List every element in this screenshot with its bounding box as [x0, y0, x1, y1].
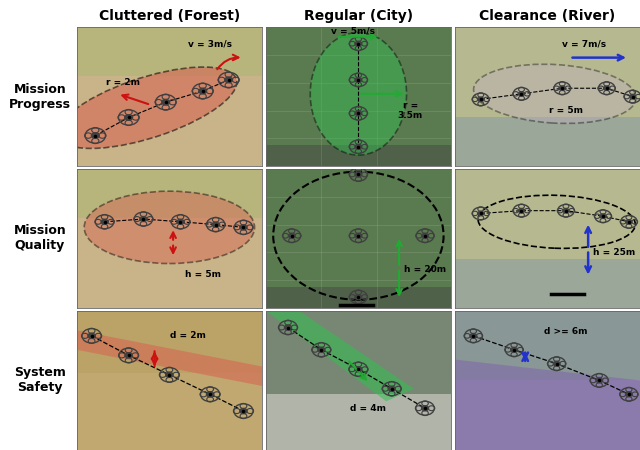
Circle shape [421, 405, 429, 411]
Text: r = 5m: r = 5m [549, 106, 583, 115]
Text: h = 5m: h = 5m [185, 270, 221, 279]
Circle shape [355, 110, 362, 116]
Circle shape [198, 88, 207, 94]
Bar [455, 311, 640, 380]
Text: d >= 6m: d >= 6m [544, 327, 588, 336]
Circle shape [553, 361, 561, 367]
Circle shape [355, 233, 362, 238]
Bar [455, 27, 640, 117]
Circle shape [124, 114, 133, 121]
Bar [266, 287, 451, 308]
Circle shape [355, 77, 362, 83]
Circle shape [100, 219, 109, 225]
Circle shape [469, 333, 477, 339]
Circle shape [562, 208, 570, 213]
Circle shape [161, 99, 170, 106]
Circle shape [211, 221, 220, 228]
Circle shape [284, 324, 292, 331]
Circle shape [355, 294, 362, 300]
Bar [455, 169, 640, 259]
Bar [77, 311, 262, 374]
Circle shape [421, 233, 429, 238]
Text: h = 20m: h = 20m [404, 265, 446, 274]
Circle shape [355, 144, 362, 150]
Text: Mission
Quality: Mission Quality [13, 225, 67, 252]
Circle shape [140, 216, 148, 222]
Text: v = 5m/s: v = 5m/s [331, 27, 374, 36]
Circle shape [239, 224, 248, 230]
Polygon shape [77, 330, 262, 386]
Circle shape [317, 346, 326, 353]
Bar [266, 311, 451, 394]
Text: Cluttered (Forest): Cluttered (Forest) [99, 9, 240, 22]
Circle shape [603, 86, 611, 91]
Circle shape [288, 233, 296, 238]
Circle shape [510, 347, 518, 353]
Circle shape [239, 408, 248, 414]
Text: System
Safety: System Safety [14, 366, 66, 394]
Bar [77, 218, 262, 308]
Circle shape [388, 386, 396, 392]
Bar [455, 259, 640, 308]
Circle shape [165, 372, 173, 378]
Text: Regular (City): Regular (City) [304, 9, 413, 22]
Circle shape [518, 208, 525, 213]
Circle shape [91, 132, 100, 139]
Polygon shape [455, 360, 640, 450]
Text: v = 3m/s: v = 3m/s [188, 39, 232, 48]
Circle shape [87, 333, 96, 339]
Circle shape [559, 86, 566, 91]
Circle shape [518, 91, 525, 97]
Ellipse shape [58, 67, 237, 148]
Circle shape [206, 391, 214, 398]
Circle shape [477, 97, 484, 102]
Text: r = 2m: r = 2m [106, 78, 140, 87]
Circle shape [625, 392, 633, 397]
Circle shape [477, 211, 484, 216]
Circle shape [354, 366, 363, 373]
Ellipse shape [474, 64, 636, 123]
Text: v = 7m/s: v = 7m/s [563, 39, 607, 48]
Circle shape [224, 76, 233, 83]
Bar [77, 169, 262, 218]
Circle shape [355, 40, 362, 47]
Ellipse shape [310, 32, 406, 155]
Text: r =
3.5m: r = 3.5m [397, 101, 423, 120]
Ellipse shape [84, 191, 255, 264]
Circle shape [599, 213, 607, 219]
Circle shape [124, 352, 133, 359]
Bar [266, 394, 451, 450]
Polygon shape [266, 311, 414, 401]
Text: Clearance (River): Clearance (River) [479, 9, 616, 22]
Bar [455, 117, 640, 166]
Circle shape [625, 219, 632, 225]
Text: Mission
Progress: Mission Progress [9, 83, 71, 111]
Circle shape [629, 94, 636, 99]
Text: d = 4m: d = 4m [349, 404, 386, 413]
Text: d = 2m: d = 2m [170, 331, 206, 340]
Circle shape [177, 219, 185, 225]
Bar [77, 76, 262, 166]
Bar [266, 145, 451, 166]
Circle shape [595, 378, 604, 383]
Circle shape [355, 171, 362, 177]
Bar [77, 27, 262, 76]
Text: h = 25m: h = 25m [593, 248, 636, 257]
